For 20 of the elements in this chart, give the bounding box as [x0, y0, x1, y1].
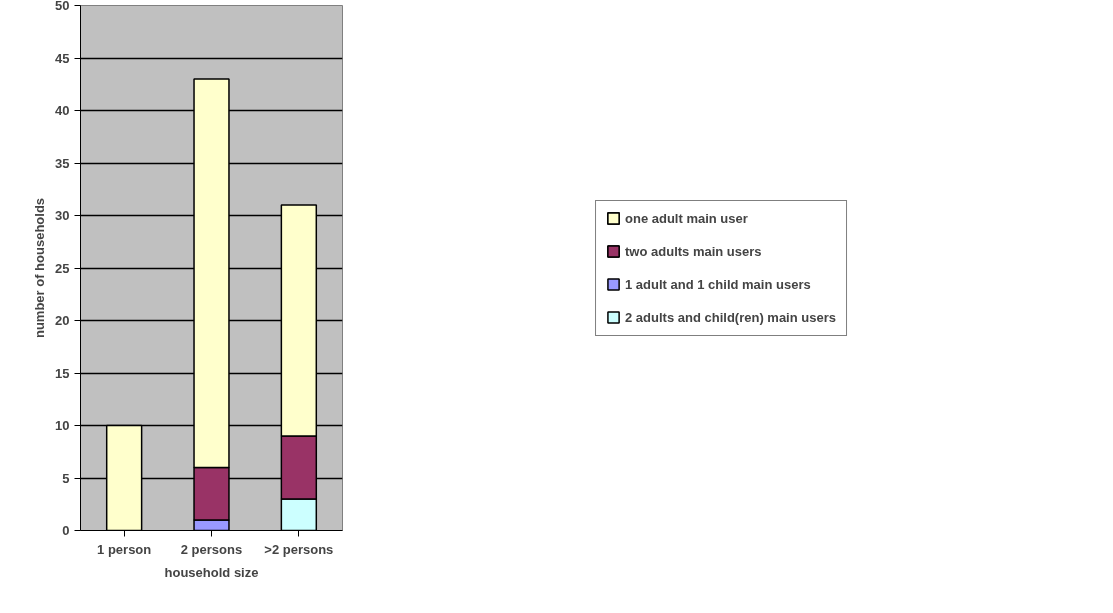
y-tick-label: 10 — [55, 418, 70, 433]
y-tick-label: 0 — [62, 523, 70, 538]
y-tick-label: 40 — [55, 103, 70, 118]
legend-label: 2 adults and child(ren) main users — [625, 309, 836, 325]
x-tick-label: >2 persons — [264, 541, 334, 557]
y-tick-label: 45 — [55, 50, 70, 66]
legend-label: one adult main user — [625, 210, 748, 226]
y-tick-label: 50 — [55, 0, 70, 13]
y-tick-label: 35 — [55, 155, 70, 171]
legend-label: two adults main users — [625, 243, 762, 259]
y-axis-title: number of households — [32, 197, 48, 339]
y-tick-label: 25 — [55, 260, 70, 276]
x-axis-title: household size — [164, 564, 259, 580]
y-tick-label: 15 — [55, 365, 70, 381]
legend-label: 1 adult and 1 child main users — [625, 276, 811, 292]
y-tick-label: 20 — [55, 313, 70, 328]
x-tick-label: 1 person — [97, 541, 152, 557]
y-tick-label: 30 — [55, 208, 70, 223]
y-tick-label: 5 — [62, 470, 70, 486]
x-tick-label: 2 persons — [180, 541, 243, 557]
